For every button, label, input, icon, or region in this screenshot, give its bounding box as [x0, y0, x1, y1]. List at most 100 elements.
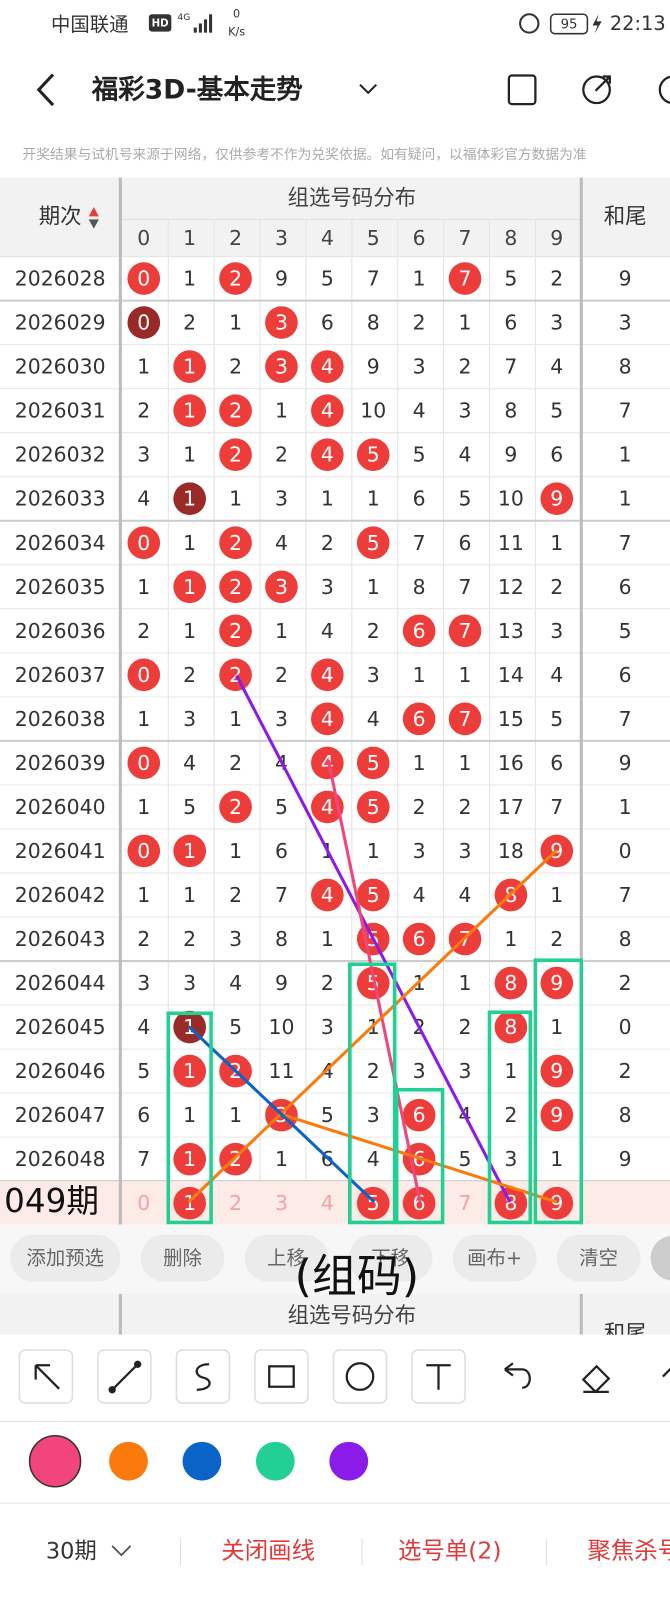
eraser-icon[interactable]	[581, 1364, 611, 1394]
cell-value: 1	[183, 839, 196, 863]
cell-value: 4	[459, 443, 472, 467]
hit-ball	[173, 1054, 206, 1088]
device-icon[interactable]	[507, 74, 537, 106]
drawn-line	[280, 1112, 558, 1204]
hit-ball	[265, 570, 298, 604]
cell-value: 2	[550, 927, 563, 951]
tail: 5	[619, 619, 632, 643]
tail: 7	[619, 883, 632, 907]
action-button[interactable]	[348, 1234, 433, 1282]
undo-icon[interactable]	[504, 1362, 531, 1389]
hit-ball	[540, 482, 574, 516]
cell-value: 2	[459, 795, 472, 819]
back-button[interactable]	[36, 73, 55, 107]
tail: 0	[619, 839, 632, 863]
hit-ball	[540, 966, 574, 1000]
hit-ball	[173, 394, 206, 427]
cell-value: 0	[137, 531, 150, 555]
tool-rect[interactable]	[254, 1349, 309, 1404]
more-icon[interactable]	[658, 75, 670, 104]
period: 2026034	[15, 531, 106, 555]
scroll-button[interactable]	[650, 1235, 670, 1281]
cell-value: 4	[550, 663, 563, 687]
cell-value: 1	[229, 487, 242, 511]
hit-ball	[356, 746, 390, 780]
hit-ball	[448, 262, 482, 295]
group-header: 组选号码分布	[288, 186, 416, 211]
cell-value: 6	[413, 619, 426, 643]
hit-ball	[173, 1142, 206, 1176]
cell-value: 1	[183, 1059, 196, 1083]
cell-value: 7	[413, 531, 426, 555]
title-dropdown[interactable]	[359, 83, 378, 95]
bottom-action[interactable]: 聚焦杀号	[587, 1537, 670, 1565]
cell-value: 1	[183, 443, 196, 467]
period: 2026028	[15, 267, 106, 291]
share-icon[interactable]	[582, 75, 611, 105]
tail: 7	[619, 399, 632, 423]
cell-value: 4	[321, 355, 334, 379]
color-swatch[interactable]	[182, 1441, 222, 1481]
hit-ball	[402, 702, 436, 736]
cell-value: 4	[183, 751, 196, 775]
action-button[interactable]	[556, 1234, 641, 1282]
cell-value: 7	[459, 575, 472, 599]
cell-value: 8	[367, 311, 380, 335]
tool-curve[interactable]	[175, 1349, 231, 1404]
cell-value: 3	[413, 839, 426, 863]
color-swatch[interactable]	[329, 1441, 369, 1481]
cell-value: 2	[229, 399, 242, 423]
hit-ball	[219, 394, 252, 427]
cell-value: 2	[550, 267, 563, 291]
cell-value: 2	[229, 795, 242, 819]
tool-line[interactable]	[97, 1349, 152, 1404]
period-header[interactable]: 期次	[39, 204, 82, 229]
clear-icon[interactable]	[662, 1366, 670, 1378]
color-swatch[interactable]	[28, 1434, 82, 1488]
tail: 3	[619, 311, 632, 335]
cell-value: 3	[550, 619, 563, 643]
cell-value: 3	[367, 663, 380, 687]
cell-value: 4	[550, 355, 563, 379]
hit-ball	[219, 614, 252, 648]
color-swatch[interactable]	[109, 1441, 148, 1481]
action-button[interactable]	[452, 1234, 537, 1282]
bottom-action[interactable]: 选号单(2)	[398, 1537, 502, 1565]
hit-ball	[173, 482, 206, 516]
cell-value: 4	[367, 1147, 380, 1171]
table-header-bg	[0, 177, 670, 258]
cell-value: 5	[367, 883, 380, 907]
cell-value: 4	[321, 795, 334, 819]
cell-value: 1	[367, 575, 380, 599]
bottom-action[interactable]: 关闭画线	[221, 1537, 315, 1565]
digit-header: 8	[504, 226, 517, 250]
text-icon	[426, 1364, 451, 1390]
tool-arrow[interactable]	[18, 1349, 74, 1404]
tool-text[interactable]	[411, 1349, 466, 1404]
drawn-line	[235, 674, 512, 1203]
tool-circle[interactable]	[332, 1349, 388, 1404]
cell-value: 1	[137, 707, 150, 731]
action-button[interactable]	[10, 1234, 121, 1282]
cell-value: 1	[321, 927, 334, 951]
cell-value: 13	[498, 619, 524, 643]
period: 2026040	[15, 795, 106, 819]
cell-value: 2	[321, 971, 334, 995]
cell-value: 1	[183, 399, 196, 423]
cell-value: 3	[275, 575, 288, 599]
cell-value: 1	[183, 531, 196, 555]
sort-up	[88, 207, 99, 217]
cell-value: 4	[229, 971, 242, 995]
cell-value: 3	[321, 575, 334, 599]
cell-value: 5	[321, 267, 334, 291]
tail: 8	[619, 927, 632, 951]
cell-value: 7	[459, 707, 472, 731]
curve-icon	[195, 1363, 211, 1391]
cell-value: 8	[504, 399, 517, 423]
hit-ball	[311, 702, 344, 736]
action-button[interactable]	[140, 1234, 225, 1282]
period-selector[interactable]: 30期	[46, 1539, 97, 1565]
color-swatch[interactable]	[255, 1441, 295, 1481]
period: 2026043	[15, 927, 106, 951]
action-button[interactable]	[244, 1234, 329, 1282]
